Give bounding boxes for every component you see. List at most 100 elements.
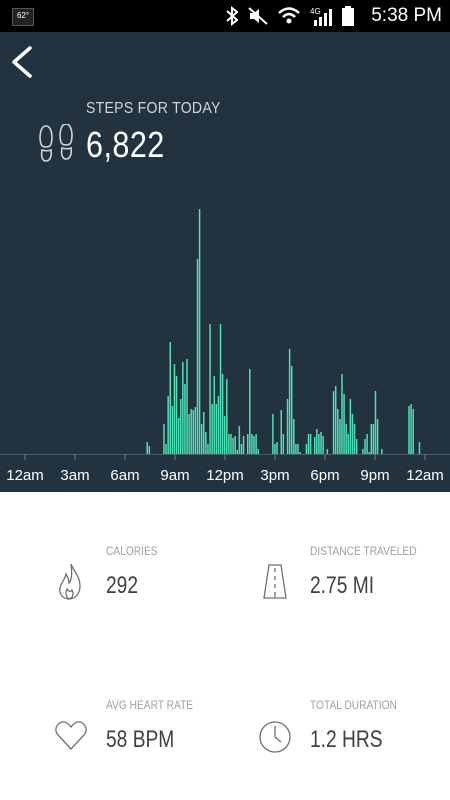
chart-bar <box>351 414 354 454</box>
chart-bar <box>376 419 379 454</box>
chart-bar <box>368 452 370 454</box>
chart-bar <box>345 424 347 454</box>
wifi-icon <box>278 7 300 24</box>
chart-bar <box>316 429 318 454</box>
distance-value: 2.75 MI <box>310 572 375 599</box>
clock-icon <box>259 721 291 753</box>
chart-bar <box>347 434 350 454</box>
chart-bar <box>215 404 218 454</box>
chart-bar <box>297 444 299 454</box>
chart-bar <box>217 396 220 454</box>
chart-bar <box>179 399 182 454</box>
chart-bar <box>372 424 375 454</box>
chart-bar <box>211 404 213 454</box>
back-arrow-icon[interactable] <box>10 46 34 78</box>
status-bar: 62° 4G 5:38 PM <box>0 0 450 32</box>
chart-bar <box>203 412 205 454</box>
chart-bar <box>148 446 151 454</box>
chart-bar <box>305 444 308 454</box>
chart-bar <box>196 259 199 454</box>
chart-bar <box>200 424 203 454</box>
chart-bar <box>167 396 169 454</box>
heart-icon <box>55 721 87 750</box>
chart-bar <box>257 449 259 454</box>
chart-bar <box>194 407 197 454</box>
steps-title: STEPS FOR TODAY <box>86 100 221 117</box>
chart-bar <box>240 444 243 454</box>
duration-value: 1.2 HRS <box>310 726 383 753</box>
chart-bar <box>410 404 412 454</box>
heart-rate-value: 58 BPM <box>106 726 175 753</box>
chart-bar <box>223 416 226 454</box>
chart-bar <box>249 369 251 454</box>
chart-bar <box>171 406 174 454</box>
chart-bar <box>175 376 178 454</box>
chart-bar <box>286 399 289 454</box>
chart-bar <box>177 418 180 454</box>
stats-panel: CALORIES 292 DISTANCE TRAVELED 2.75 MI A… <box>0 492 450 800</box>
chart-bar <box>253 436 255 454</box>
chart-bar <box>374 391 377 454</box>
chart-bar <box>309 434 312 454</box>
chart-bar <box>288 349 291 454</box>
chart-bar <box>230 434 232 454</box>
footprints-icon <box>39 124 73 162</box>
chart-bar <box>276 442 278 454</box>
x-axis-label: 3am <box>60 467 89 484</box>
chart-bar <box>213 376 215 454</box>
chart-bar <box>314 437 316 454</box>
bluetooth-icon <box>226 6 238 26</box>
chart-bar <box>343 394 345 454</box>
chart-bar <box>334 386 337 454</box>
chart-bar <box>236 450 239 454</box>
chart-bar <box>251 434 253 454</box>
heart-rate-label: AVG HEART RATE <box>106 698 194 712</box>
chart-bar <box>184 384 186 454</box>
chart-bar <box>246 434 249 454</box>
chart-bar <box>418 442 421 454</box>
chart-bar <box>219 324 222 454</box>
chart-bar <box>337 409 339 454</box>
chart-bar <box>198 209 201 454</box>
road-icon <box>263 564 287 599</box>
calories-value: 292 <box>106 572 139 599</box>
chart-bar <box>228 434 230 454</box>
chart-bar <box>274 444 276 454</box>
chart-bar <box>408 406 410 454</box>
chart-bar <box>322 436 324 454</box>
x-axis-label: 3pm <box>260 467 289 484</box>
steps-by-hour-chart: 12am 3am 6am 9am 12pm 3pm 6pm 9pm 12am <box>0 209 450 484</box>
chart-bar <box>226 379 228 454</box>
chart-bar <box>366 434 368 454</box>
x-axis-label: 9am <box>160 467 189 484</box>
chart-bar <box>242 436 245 454</box>
svg-text:4G: 4G <box>310 7 321 16</box>
chart-bar <box>186 359 188 454</box>
chart-bar <box>370 424 373 454</box>
x-axis-label: 6pm <box>310 467 339 484</box>
chart-bar <box>290 366 293 454</box>
mute-icon <box>248 7 268 25</box>
chart-bar <box>190 409 192 454</box>
signal-icon: 4G <box>310 7 332 26</box>
chart-bar <box>320 432 322 454</box>
chart-bar <box>295 444 297 454</box>
chart-bar <box>280 410 282 454</box>
weather-notification-icon: 62° <box>12 8 34 26</box>
x-axis-label: 12pm <box>206 467 244 484</box>
chart-bar <box>209 324 211 454</box>
chart-bar <box>364 439 366 454</box>
chart-bar <box>188 414 190 454</box>
chart-bar <box>272 414 274 454</box>
chart-bar <box>221 374 224 454</box>
chart-bar <box>207 444 209 454</box>
calories-label: CALORIES <box>106 544 158 558</box>
steps-value: 6,822 <box>86 124 165 165</box>
chart-bar <box>234 436 236 454</box>
battery-icon <box>342 6 354 26</box>
chart-bar <box>293 419 295 454</box>
chart-bar <box>282 434 285 454</box>
chart-bar <box>255 434 257 454</box>
chart-bar <box>169 342 171 454</box>
chart-bar <box>341 374 343 454</box>
